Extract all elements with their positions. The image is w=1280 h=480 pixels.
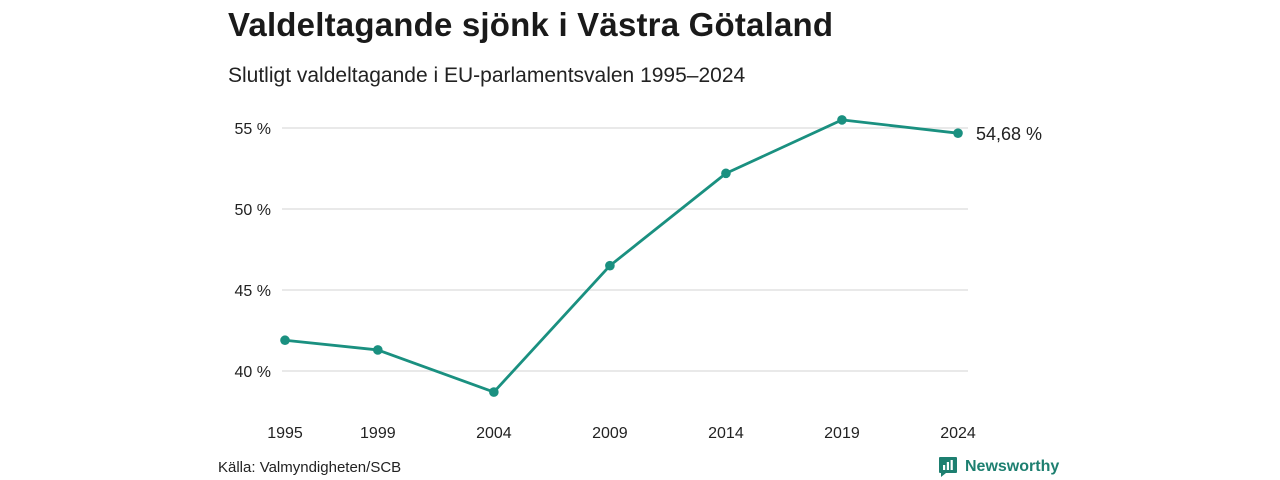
data-point	[605, 260, 615, 271]
x-tick-label: 2009	[592, 425, 628, 442]
data-point	[280, 335, 290, 346]
series-line	[283, 118, 960, 394]
brand-name: Newsworthy	[965, 458, 1060, 475]
chart-subtitle: Slutligt valdeltagande i EU-parlamentsva…	[228, 64, 746, 87]
data-point	[489, 387, 499, 397]
data-point	[953, 128, 963, 138]
data-point	[373, 345, 383, 355]
x-tick-label: 2019	[824, 425, 860, 442]
y-tick-label: 50 %	[235, 202, 271, 219]
end-value-label: 54,68 %	[976, 124, 1042, 144]
chart-title: Valdeltagande sjönk i Västra Götaland	[228, 6, 834, 43]
x-tick-label: 2014	[708, 425, 744, 442]
y-axis-ticks: 40 % 45 % 50 % 55 %	[235, 121, 271, 381]
x-tick-label: 2024	[940, 425, 976, 442]
brand-logo: Newsworthy	[938, 456, 1059, 478]
x-tick-label: 1999	[360, 425, 396, 442]
x-axis-ticks: 1995 1999 2004 2009 2014 2019 2024	[267, 425, 976, 442]
grid-lines	[282, 127, 968, 372]
y-tick-label: 40 %	[235, 364, 271, 381]
data-point	[721, 168, 731, 179]
y-tick-label: 45 %	[235, 283, 271, 300]
x-tick-label: 2004	[476, 425, 512, 442]
data-points	[280, 115, 963, 397]
source-note: Källa: Valmyndigheten/SCB	[218, 459, 402, 476]
bar-chart-logo-icon	[939, 457, 957, 477]
y-tick-label: 55 %	[235, 121, 271, 138]
series-line-layer	[283, 118, 960, 394]
x-tick-label: 1995	[267, 425, 303, 442]
data-point	[837, 115, 847, 125]
